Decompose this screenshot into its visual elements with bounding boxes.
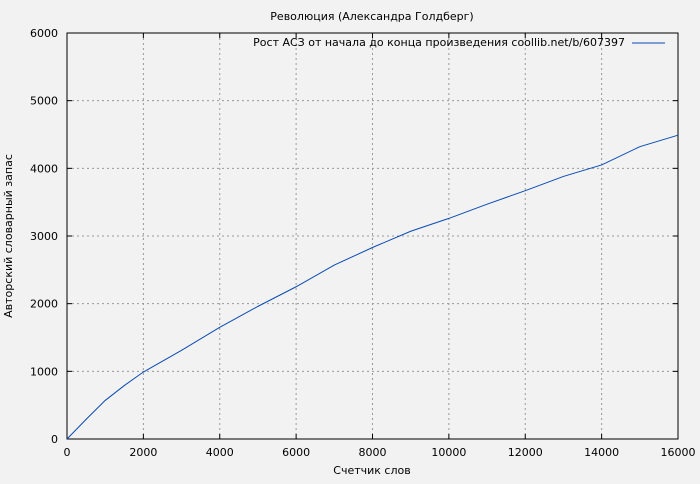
x-tick-label: 4000 <box>206 446 234 459</box>
y-tick-label: 0 <box>51 433 58 446</box>
y-tick-label: 2000 <box>30 298 58 311</box>
x-tick-label: 2000 <box>129 446 157 459</box>
grid <box>67 33 678 439</box>
ticks: 0 2000 4000 6000 8000 10000 12000 14000 16000 0 10… <box>30 27 696 459</box>
x-tick-label: 12000 <box>508 446 543 459</box>
y-axis-label: Авторский словарный запас <box>2 154 15 318</box>
chart-title: Революция (Александра Голдберг) <box>270 10 473 23</box>
legend: Рост АСЗ от начала до конца произведения… <box>253 36 665 49</box>
x-tick-label: 14000 <box>584 446 619 459</box>
x-tick-label: 6000 <box>282 446 310 459</box>
series-line <box>66 134 679 440</box>
y-tick-label: 6000 <box>30 27 58 40</box>
x-tick-label: 10000 <box>431 446 466 459</box>
y-tick-label: 4000 <box>30 162 58 175</box>
y-tick-label: 5000 <box>30 95 58 108</box>
x-tick-label: 0 <box>64 446 71 459</box>
series-layer <box>66 134 679 440</box>
legend-label: Рост АСЗ от начала до конца произведения… <box>253 36 625 49</box>
x-tick-label: 16000 <box>661 446 696 459</box>
x-tick-label: 8000 <box>359 446 387 459</box>
y-tick-label: 1000 <box>30 365 58 378</box>
x-axis-label: Счетчик слов <box>333 464 410 477</box>
y-tick-label: 3000 <box>30 230 58 243</box>
